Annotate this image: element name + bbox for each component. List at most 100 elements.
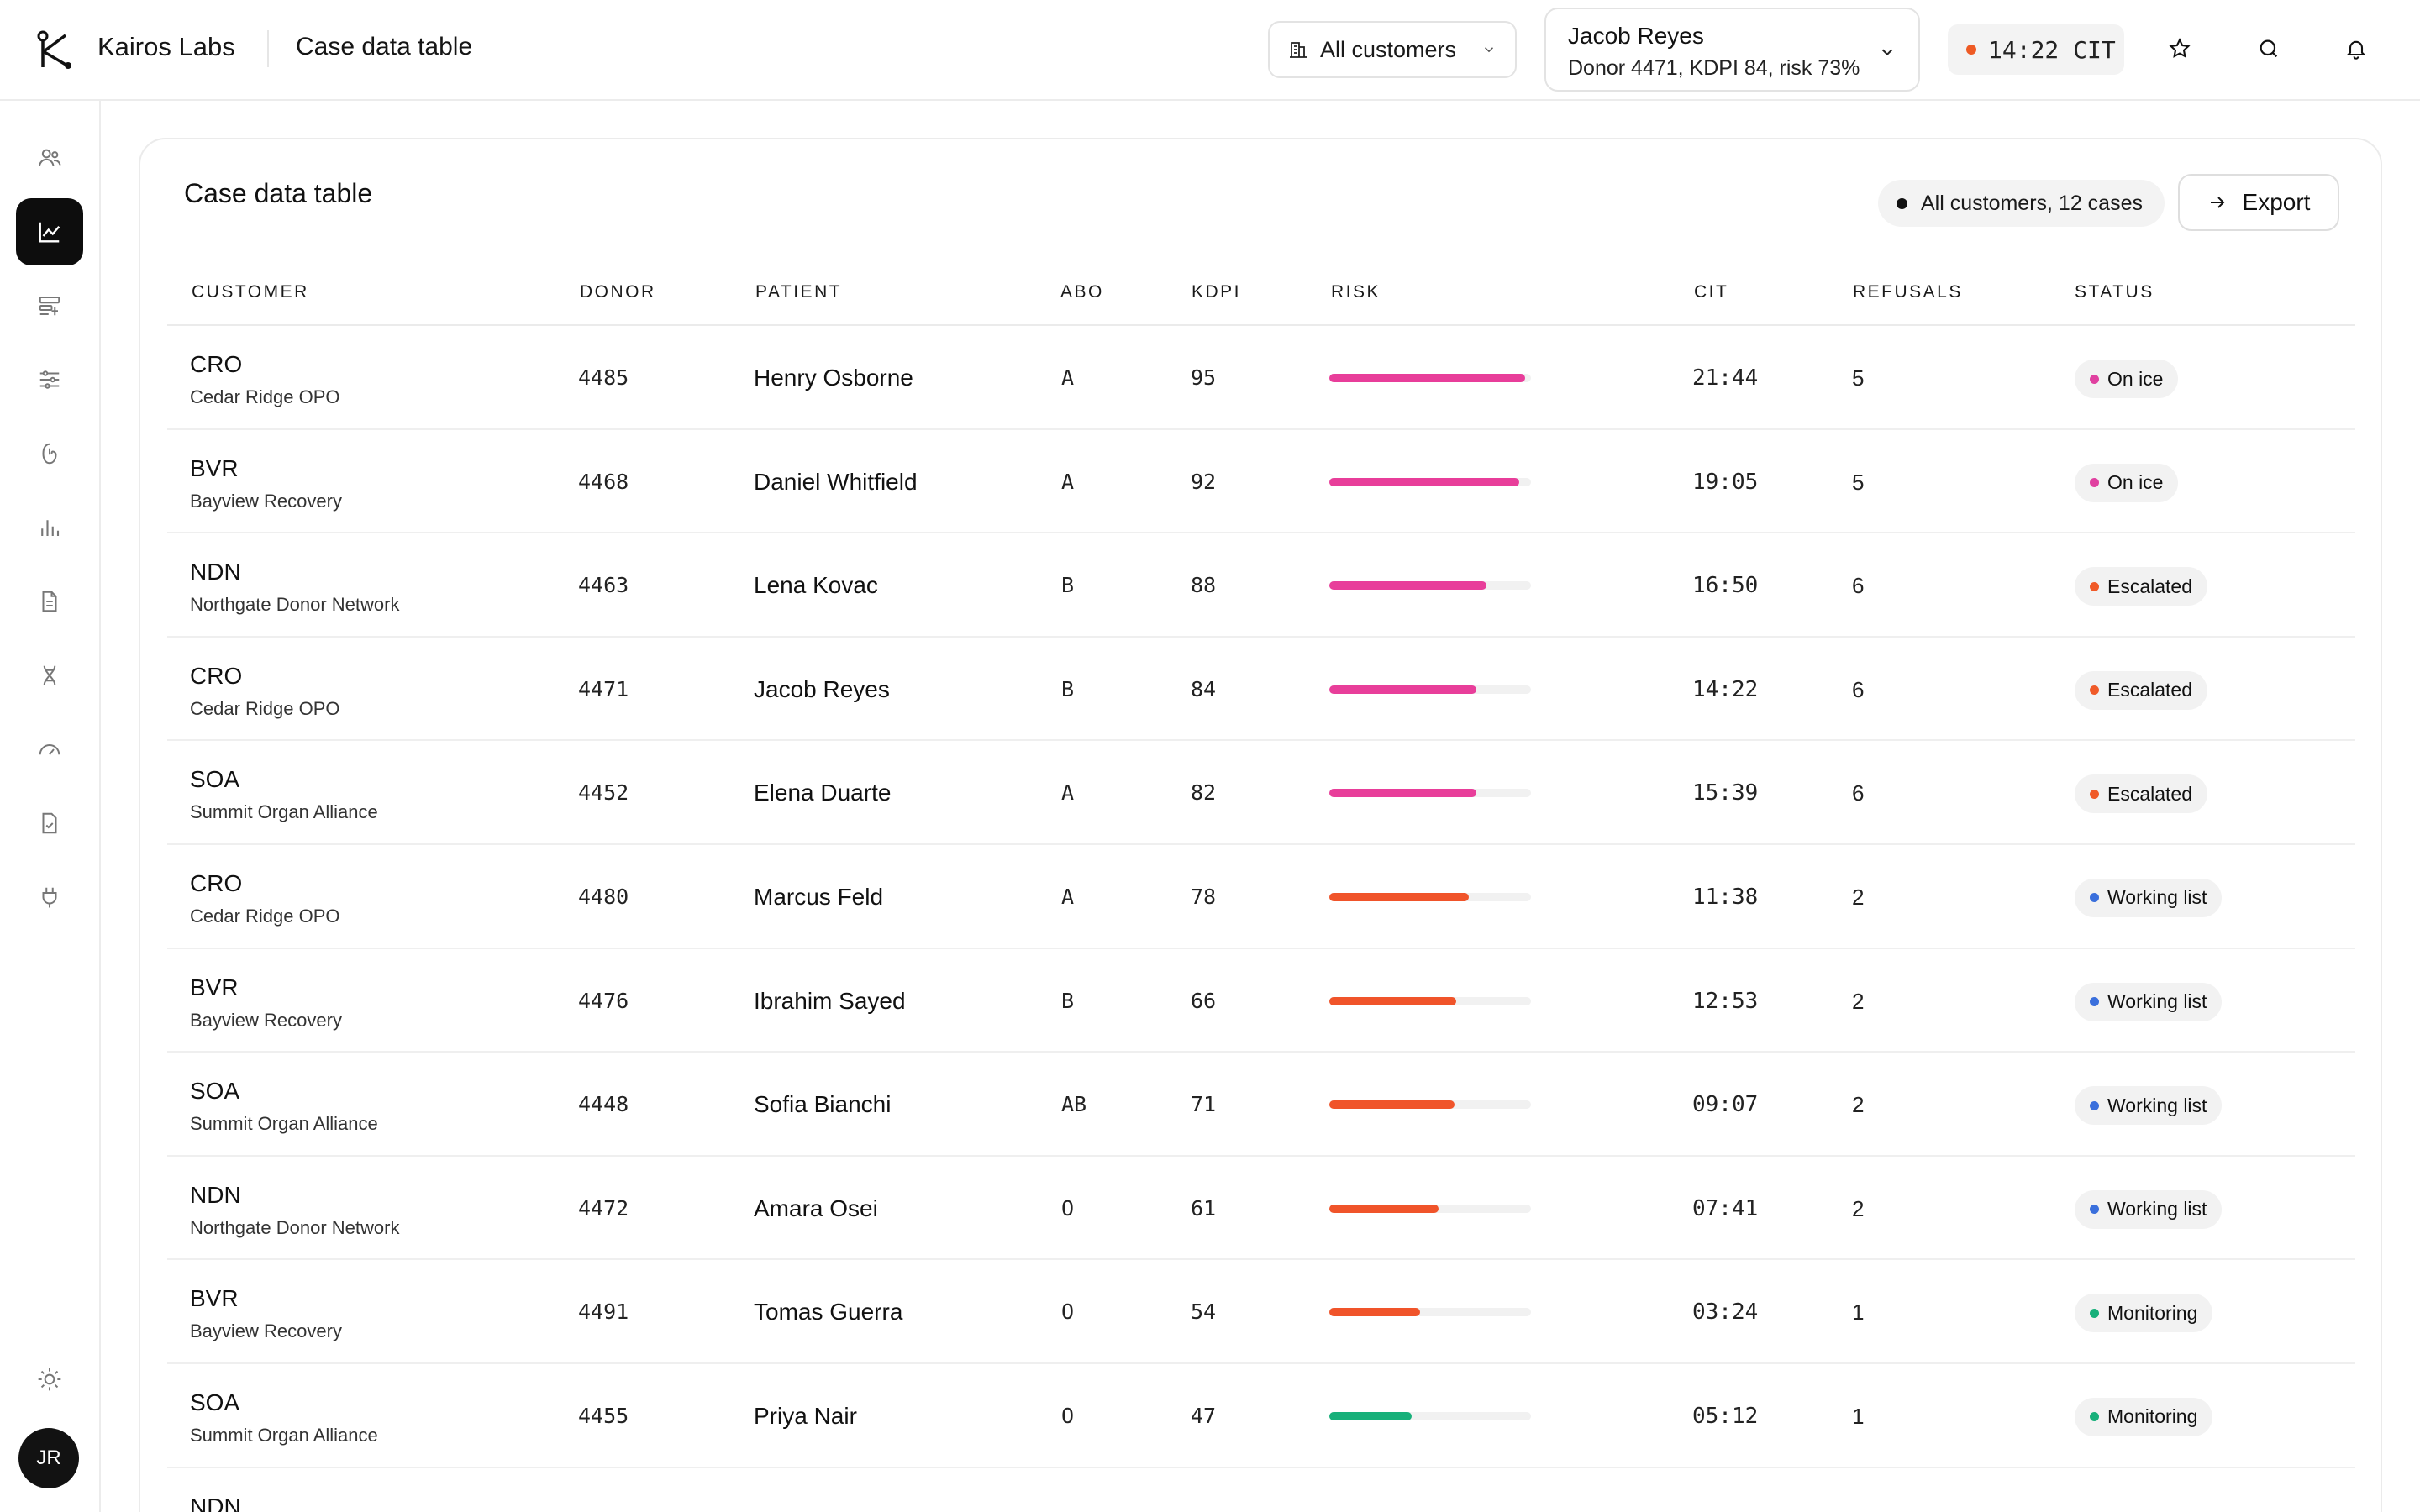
customer-code: BVR: [190, 974, 239, 1000]
abo-type: O: [1061, 1195, 1075, 1221]
table-row[interactable]: CRO Cedar Ridge OPO 4485 Henry Osborne A…: [167, 326, 2355, 430]
kdpi-value: 71: [1191, 1092, 1217, 1117]
sun-icon[interactable]: [16, 1346, 83, 1413]
table-row[interactable]: NDN Northgate Donor Network 4463 Lena Ko…: [167, 533, 2355, 638]
document-icon[interactable]: [16, 568, 83, 635]
gauge-icon[interactable]: [16, 716, 83, 783]
table-row[interactable]: NDN: [167, 1468, 2355, 1512]
top-bar: Kairos Labs Case data table All customer…: [0, 0, 2420, 101]
case-selector[interactable]: Jacob Reyes Donor 4471, KDPI 84, risk 73…: [1544, 8, 1920, 92]
cit-value: 05:12: [1692, 1403, 1759, 1429]
customer-filter-select[interactable]: All customers: [1268, 21, 1517, 78]
column-header-patient[interactable]: PATIENT: [755, 282, 843, 302]
checklist-icon[interactable]: [16, 790, 83, 857]
kairos-logo-icon[interactable]: [37, 30, 74, 69]
status-dot: [2090, 789, 2099, 799]
plug-icon[interactable]: [16, 864, 83, 931]
sliders-icon[interactable]: [16, 346, 83, 413]
column-header-risk[interactable]: RISK: [1331, 282, 1381, 302]
timer-value: 14:22 CIT: [1988, 35, 2116, 64]
table-row[interactable]: BVR Bayview Recovery 4468 Daniel Whitfie…: [167, 430, 2355, 534]
abo-type: B: [1061, 676, 1075, 701]
risk-bar: [1329, 477, 1531, 486]
patient-name: Sofia Bianchi: [754, 1091, 892, 1118]
status-label: On ice: [2107, 367, 2164, 390]
column-header-abo[interactable]: ABO: [1060, 282, 1104, 302]
table-body: CRO Cedar Ridge OPO 4485 Henry Osborne A…: [167, 326, 2355, 1512]
customer-name: Cedar Ridge OPO: [190, 905, 340, 927]
risk-bar-fill: [1329, 789, 1477, 798]
status-badge: Working list: [2075, 1189, 2223, 1229]
chart-line-icon[interactable]: [16, 198, 83, 265]
column-header-customer[interactable]: CUSTOMER: [192, 282, 309, 302]
risk-bar-fill: [1329, 581, 1487, 591]
building-icon: [1290, 42, 1307, 58]
table-row[interactable]: SOA Summit Organ Alliance 4448 Sofia Bia…: [167, 1053, 2355, 1157]
risk-bar-fill: [1329, 374, 1525, 382]
patient-name: Henry Osborne: [754, 365, 913, 391]
refusals-count: 5: [1852, 365, 1865, 391]
table-row[interactable]: NDN Northgate Donor Network 4472 Amara O…: [167, 1157, 2355, 1261]
dna-icon[interactable]: [16, 642, 83, 709]
bell-icon[interactable]: [2339, 32, 2373, 66]
abo-type: B: [1061, 988, 1075, 1013]
risk-bar: [1329, 1411, 1531, 1420]
bar-chart-icon[interactable]: [16, 494, 83, 561]
customer-name: Summit Organ Alliance: [190, 1113, 378, 1135]
status-label: Escalated: [2107, 782, 2193, 805]
column-header-cit[interactable]: CIT: [1694, 282, 1729, 302]
donor-id: 4448: [578, 1092, 629, 1117]
kdpi-value: 47: [1191, 1403, 1217, 1428]
status-label: On ice: [2107, 471, 2164, 494]
cit-value: 07:41: [1692, 1195, 1759, 1221]
kdpi-value: 82: [1191, 780, 1217, 806]
status-label: Working list: [2107, 990, 2207, 1013]
export-button[interactable]: Export: [2178, 174, 2339, 231]
status-badge: Escalated: [2075, 567, 2208, 606]
customer-name: Bayview Recovery: [190, 490, 342, 512]
customer-name: Northgate Donor Network: [190, 1216, 400, 1238]
table-row[interactable]: BVR Bayview Recovery 4491 Tomas Guerra O…: [167, 1260, 2355, 1364]
donor-id: 4471: [578, 676, 629, 701]
risk-bar-fill: [1329, 1204, 1439, 1213]
avatar[interactable]: JR: [18, 1428, 79, 1488]
patient-name: Marcus Feld: [754, 883, 884, 910]
star-icon[interactable]: [2163, 32, 2196, 66]
column-header-donor[interactable]: DONOR: [580, 282, 656, 302]
status-badge: Working list: [2075, 878, 2223, 917]
cit-value: 15:39: [1692, 780, 1759, 806]
patient-name: Priya Nair: [754, 1402, 857, 1429]
users-icon[interactable]: [16, 124, 83, 192]
column-header-kdpi[interactable]: KDPI: [1192, 282, 1242, 302]
status-dot: [2090, 1205, 2099, 1215]
kdpi-value: 88: [1191, 573, 1217, 598]
kidney-icon[interactable]: [16, 420, 83, 487]
table-row[interactable]: BVR Bayview Recovery 4476 Ibrahim Sayed …: [167, 949, 2355, 1053]
column-header-status[interactable]: STATUS: [2075, 282, 2154, 302]
patient-name: Tomas Guerra: [754, 1299, 903, 1326]
status-dot: [2090, 1100, 2099, 1110]
customer-name: Cedar Ridge OPO: [190, 386, 340, 407]
layout-icon[interactable]: [16, 272, 83, 339]
table-row[interactable]: CRO Cedar Ridge OPO 4471 Jacob Reyes B 8…: [167, 638, 2355, 742]
chevron-down-icon: [1881, 49, 1893, 56]
cit-value: 19:05: [1692, 469, 1759, 495]
summary-dot: [1897, 197, 1907, 209]
risk-bar-fill: [1329, 1308, 1420, 1317]
patient-name: Elena Duarte: [754, 780, 892, 806]
customer-code: BVR: [190, 1285, 239, 1312]
table-row[interactable]: SOA Summit Organ Alliance 4455 Priya Nai…: [167, 1364, 2355, 1468]
table-row[interactable]: CRO Cedar Ridge OPO 4480 Marcus Feld A 7…: [167, 845, 2355, 949]
kdpi-value: 84: [1191, 676, 1217, 701]
kdpi-value: 61: [1191, 1195, 1217, 1221]
kdpi-value: 66: [1191, 988, 1217, 1013]
customer-name: Cedar Ridge OPO: [190, 697, 340, 719]
customer-name: Summit Organ Alliance: [190, 801, 378, 823]
table-row[interactable]: SOA Summit Organ Alliance 4452 Elena Dua…: [167, 741, 2355, 845]
donor-id: 4476: [578, 988, 629, 1013]
case-table-card: Case data table All customers, 12 cases …: [139, 138, 2382, 1512]
cit-value: 09:07: [1692, 1092, 1759, 1118]
column-header-refusals[interactable]: REFUSALS: [1853, 282, 1963, 302]
search-icon[interactable]: [2252, 32, 2286, 66]
patient-name: Jacob Reyes: [754, 675, 890, 702]
